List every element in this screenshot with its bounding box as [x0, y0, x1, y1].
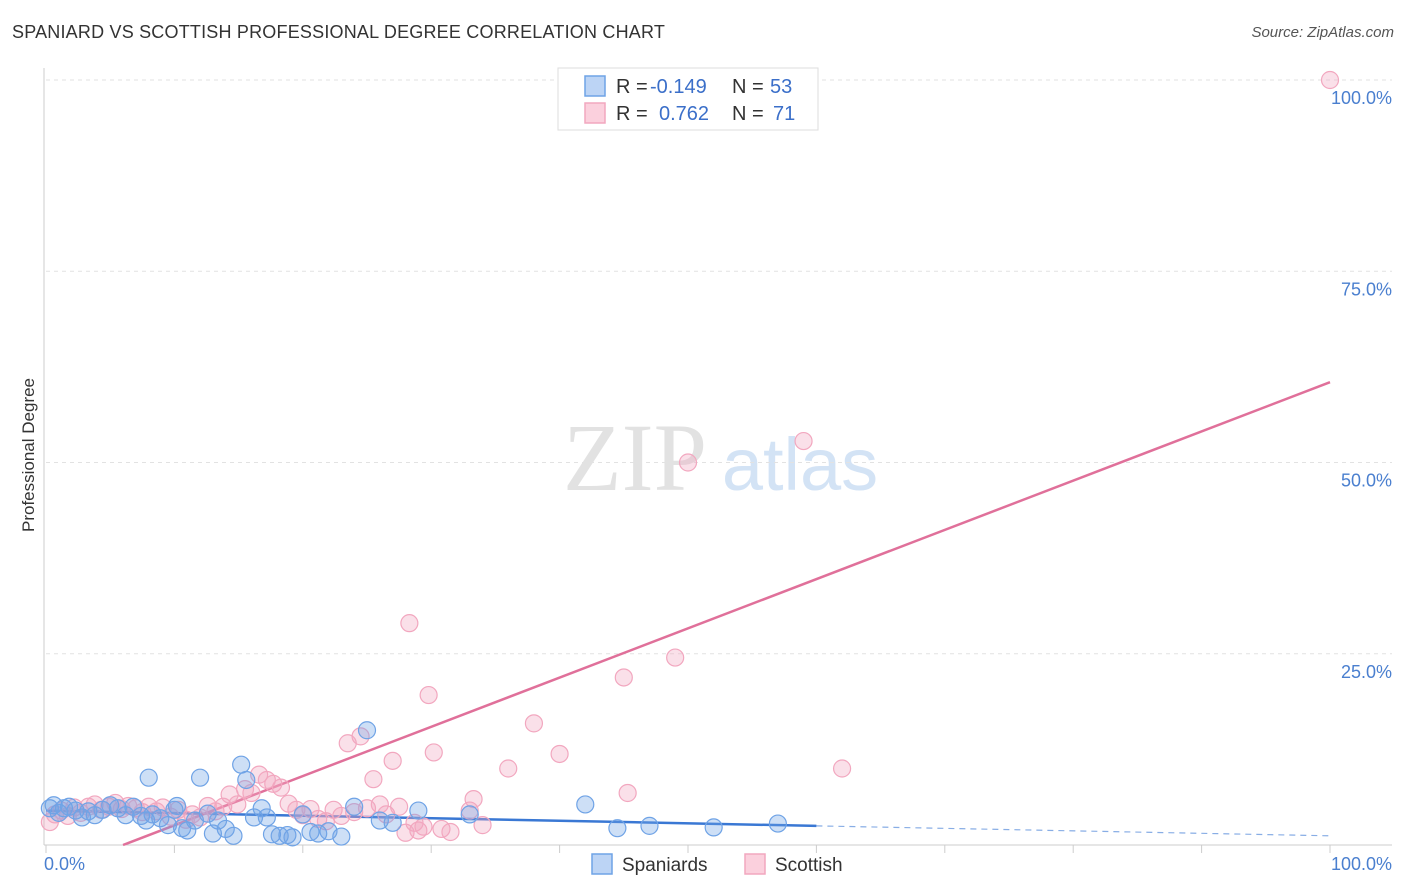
point-scottish — [419, 685, 438, 705]
point-scottish — [499, 759, 518, 778]
point-spaniards — [704, 818, 723, 837]
point-scottish — [228, 795, 247, 814]
point-spaniards — [460, 805, 479, 824]
legend-n-value-spaniards: 53 — [770, 76, 792, 98]
chart-title: SPANIARD VS SCOTTISH PROFESSIONAL DEGREE… — [12, 22, 666, 42]
y-tick-label: 50.0% — [1341, 471, 1392, 491]
point-spaniards — [167, 796, 187, 816]
point-spaniards — [216, 819, 235, 839]
point-scottish — [424, 743, 443, 762]
point-scottish — [364, 770, 383, 789]
point-scottish — [666, 648, 685, 667]
legend-r-label-spaniards: R = — [616, 76, 648, 98]
point-spaniards — [158, 816, 178, 835]
bottom-legend-scottish: Scottish — [775, 855, 843, 876]
bottom-legend-swatch-scottish — [744, 853, 766, 875]
point-spaniards — [139, 768, 158, 787]
point-spaniards — [124, 797, 143, 816]
trend-line-spaniards-extension — [816, 825, 1331, 837]
point-scottish — [614, 668, 633, 687]
point-spaniards — [383, 813, 402, 832]
point-scottish — [794, 431, 813, 451]
y-tick-label: 100.0% — [1331, 88, 1392, 108]
point-spaniards — [151, 809, 170, 828]
point-scottish — [473, 816, 492, 835]
point-scottish — [383, 751, 402, 770]
point-spaniards — [257, 808, 276, 827]
legend-swatch-scottish — [584, 102, 606, 124]
point-spaniards — [345, 797, 364, 816]
point-scottish — [400, 614, 419, 633]
legend-n-label-spaniards: N = — [732, 76, 764, 98]
point-spaniards — [293, 805, 312, 824]
point-scottish — [441, 822, 460, 842]
watermark-zip: ZIP — [563, 404, 707, 511]
point-spaniards — [237, 770, 256, 790]
legend-r-value-spaniards: -0.149 — [650, 76, 707, 98]
legend-box: R = -0.149 N = 53 R = 0.762 N = 71 — [557, 67, 819, 131]
point-scottish — [414, 817, 433, 836]
point-spaniards — [252, 799, 271, 818]
point-scottish — [390, 797, 409, 816]
point-spaniards — [608, 819, 627, 838]
y-tick-label: 25.0% — [1341, 662, 1392, 682]
point-spaniards — [283, 828, 302, 847]
bottom-legend: Spaniards Scottish — [591, 853, 843, 876]
point-scottish — [271, 778, 291, 797]
point-spaniards — [232, 755, 251, 774]
point-scottish — [678, 453, 698, 472]
legend-r-label-scottish: R = — [616, 103, 648, 125]
point-spaniards — [66, 801, 85, 820]
point-spaniards — [224, 826, 243, 845]
trend-lines — [45, 381, 1331, 847]
legend-n-value-scottish: 71 — [773, 103, 795, 125]
point-scottish — [153, 798, 172, 817]
trend-line-spaniards — [45, 809, 817, 828]
point-scottish — [1320, 70, 1340, 90]
point-spaniards — [301, 822, 320, 842]
point-scottish — [524, 714, 544, 733]
point-spaniards — [768, 814, 787, 833]
grid-lines: 25.0% 50.0% 75.0% 100.0% — [46, 79, 1392, 682]
point-scottish — [464, 789, 483, 809]
legend-r-value-scottish: 0.762 — [659, 103, 709, 125]
point-scottish — [832, 759, 852, 778]
data-points — [40, 70, 1340, 847]
bottom-legend-spaniards: Spaniards — [622, 855, 708, 876]
point-spaniards — [640, 816, 659, 835]
bottom-legend-swatch-spaniards — [591, 853, 613, 875]
point-spaniards — [244, 808, 264, 827]
point-spaniards — [332, 827, 351, 846]
x-tick-label-end: 100.0% — [1331, 854, 1392, 874]
point-spaniards — [190, 768, 210, 787]
point-spaniards — [198, 804, 217, 823]
legend-n-label-scottish: N = — [732, 103, 764, 125]
point-spaniards — [108, 799, 128, 818]
y-axis-label: Professional Degree — [19, 378, 38, 532]
point-spaniards — [409, 801, 428, 820]
y-tick-label: 75.0% — [1341, 279, 1392, 299]
watermark-atlas: atlas — [722, 423, 878, 506]
point-scottish — [460, 801, 479, 820]
point-spaniards — [357, 721, 377, 740]
axes: 0.0% 100.0% — [43, 68, 1392, 874]
point-scottish — [550, 744, 569, 764]
point-spaniards — [576, 795, 595, 814]
chart-source: Source: ZipAtlas.com — [1251, 24, 1394, 41]
point-spaniards — [262, 825, 282, 844]
point-scottish — [618, 783, 637, 803]
point-scottish — [370, 795, 389, 814]
legend-swatch-spaniards — [584, 75, 606, 97]
point-spaniards — [178, 821, 197, 840]
trend-line-scottish — [122, 381, 1331, 847]
x-tick-label-start: 0.0% — [44, 854, 85, 874]
